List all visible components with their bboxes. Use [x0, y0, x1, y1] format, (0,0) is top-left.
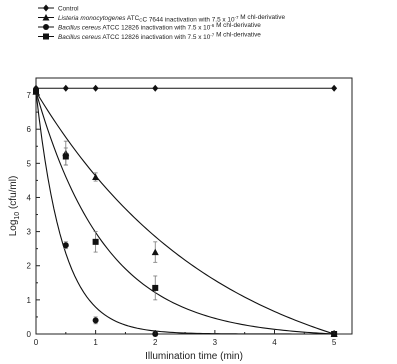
x-tick-label: 1: [93, 338, 98, 347]
data-point: [331, 84, 338, 92]
data-point: [62, 153, 69, 160]
legend-label: Bacillus cereus ATCC 12826 inactivation …: [58, 22, 261, 32]
legend-entry: Bacillus cereus ATCC 12826 inactivation …: [38, 22, 261, 32]
x-tick-label: 0: [34, 338, 39, 347]
legend-text-part: Control: [58, 6, 79, 13]
x-tick-label: 2: [153, 338, 158, 347]
legend-marker-triangle: [42, 14, 50, 21]
data-point: [152, 84, 159, 92]
x-tick-label: 5: [332, 338, 337, 347]
legend-text-part: Bacillus cereus: [58, 25, 102, 32]
legend-text-part: ATC: [126, 15, 140, 22]
data-point: [92, 238, 99, 245]
legend-marker-square: [43, 33, 49, 40]
y-tick-label: 5: [27, 159, 32, 168]
legend-text-part: ATCC 12826 inactivation with 7.5 x 10: [101, 34, 211, 41]
data-point: [92, 84, 99, 92]
legend-text-part: Listeria monocytogenes: [58, 15, 126, 22]
legend-text-part: ATCC 12826 inactivation with 7.5 x 10: [101, 25, 211, 32]
y-tick-label: 7: [27, 91, 32, 100]
legend-label: Listeria monocytogenes ATCCC 7644 inacti…: [58, 14, 285, 24]
y-axis-title: Log10 (cfu/ml): [8, 176, 21, 237]
legend-entry: Control: [38, 4, 79, 13]
legend-text-part: -7: [235, 15, 239, 20]
legend-text-part: -6: [210, 23, 214, 28]
y-tick-label: 3: [27, 228, 32, 237]
data-point: [151, 248, 159, 256]
legend-label: Control: [58, 6, 79, 13]
legend-marker-circle: [43, 24, 49, 30]
y-tick-label: 4: [27, 193, 32, 202]
fit-curve-bacillus-low: [35, 91, 335, 335]
legend-text-part: M chl-derivative: [214, 32, 261, 39]
data-point: [152, 284, 159, 291]
y-tick-label: 1: [27, 296, 32, 305]
axis-ticks: 0 1 2 3 4 5 0 1 2 3 4 5 6 7: [27, 77, 337, 347]
series-triangle: [32, 88, 338, 337]
legend-text-part: M chl-derivative: [214, 22, 261, 29]
data-point: [33, 88, 39, 95]
data-point: [62, 84, 69, 92]
legend-text-part: C 7644 inactivation with 7.5 x 10: [142, 17, 234, 24]
x-tick-label: 3: [213, 338, 218, 347]
series-circle: [33, 88, 338, 337]
fit-curve-bacillus-high: [35, 91, 335, 335]
legend-text-part: C: [139, 18, 143, 23]
legend-text-part: Bacillus cereus: [58, 34, 102, 41]
legend-text-part: -7: [210, 33, 214, 38]
legend-text-part: M chl-derivative: [239, 14, 286, 21]
plot-frame: [35, 77, 353, 335]
y-tick-label: 2: [27, 262, 32, 271]
legend-marker-diamond: [43, 4, 49, 12]
fit-curves: [35, 87, 335, 335]
data-point: [92, 173, 100, 180]
legend-entry: Bacillus cereus ATCC 12826 inactivation …: [38, 32, 261, 42]
x-axis-title: Illumination time (min): [145, 351, 243, 362]
fit-curve-listeria: [35, 91, 335, 335]
x-tick-label: 4: [272, 338, 277, 347]
data-point: [92, 317, 99, 324]
series-square: [33, 88, 338, 337]
legend-label: Bacillus cereus ATCC 12826 inactivation …: [58, 32, 261, 42]
y-tick-label: 0: [27, 330, 32, 339]
data-point: [62, 242, 69, 249]
y-tick-label: 6: [27, 125, 32, 134]
legend-entry: Listeria monocytogenes ATCCC 7644 inacti…: [38, 14, 285, 24]
data-marks: [32, 84, 338, 337]
